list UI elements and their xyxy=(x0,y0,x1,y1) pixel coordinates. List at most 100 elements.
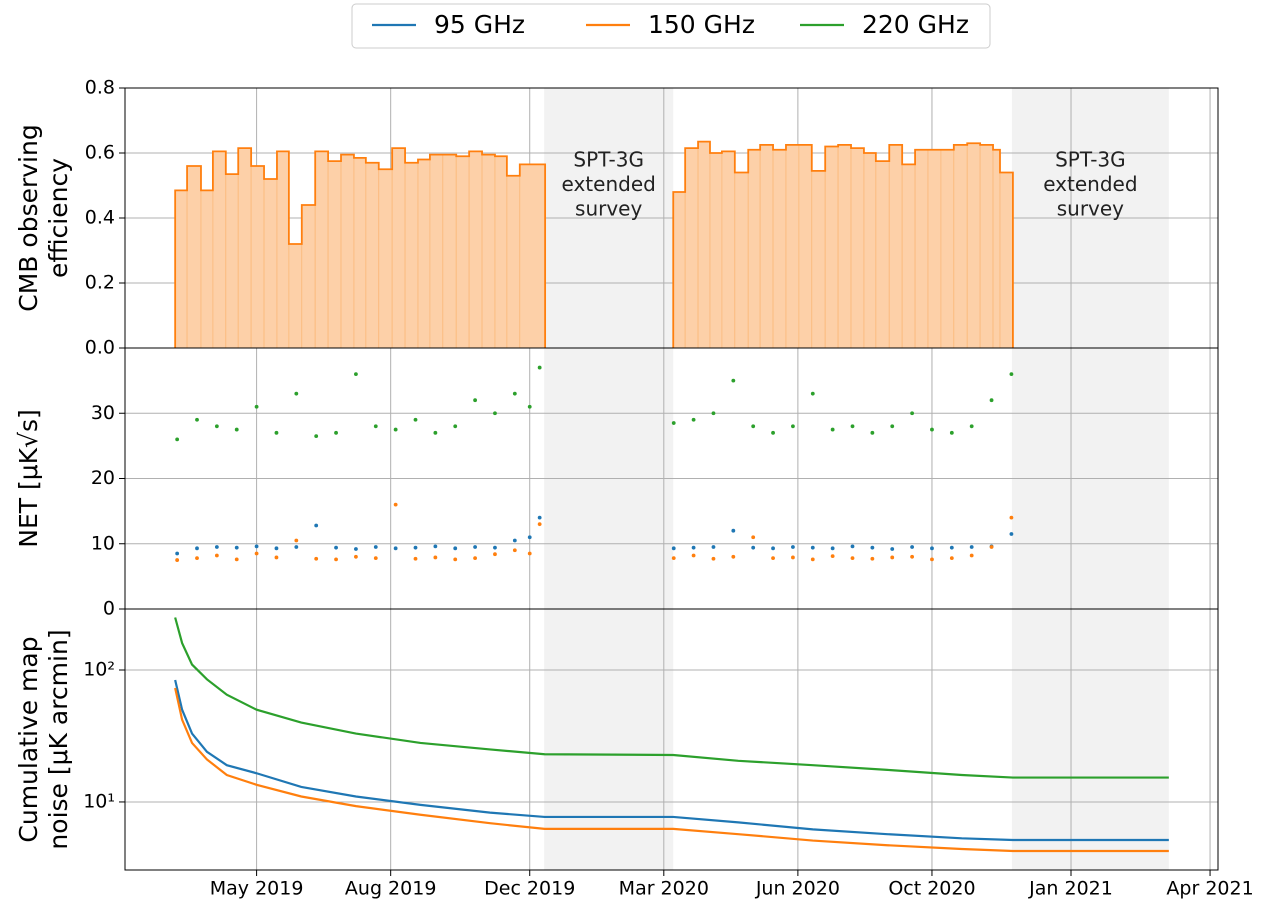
bar xyxy=(365,162,380,349)
bar xyxy=(747,149,761,349)
scatter-point xyxy=(195,417,199,422)
scatter-point xyxy=(731,554,736,559)
x-tick-label: Jun 2020 xyxy=(755,878,840,900)
x-tick-label: May 2019 xyxy=(210,878,304,900)
scatter-point xyxy=(175,551,180,556)
scatter-point xyxy=(930,546,934,551)
bar xyxy=(684,147,699,349)
scatter-point xyxy=(294,538,299,543)
scatter-point xyxy=(930,427,934,432)
scatter-point xyxy=(493,411,497,416)
scatter-point xyxy=(1009,515,1014,520)
scatter-point xyxy=(771,430,775,435)
scatter-point xyxy=(527,535,532,540)
scatter-point xyxy=(691,417,696,422)
scatter-point xyxy=(1009,372,1014,376)
scatter-point xyxy=(354,554,358,559)
scatter-point xyxy=(810,545,815,550)
scatter-point xyxy=(691,553,696,558)
bar xyxy=(798,144,813,349)
y-tick-label: 0.6 xyxy=(85,142,115,164)
x-tick-label: Oct 2020 xyxy=(888,878,975,900)
y-axis-label: Cumulative map xyxy=(14,636,43,842)
bar xyxy=(709,152,723,349)
bar xyxy=(888,144,903,349)
scatter-point xyxy=(671,556,676,561)
scatter-point xyxy=(493,545,497,550)
scatter-point xyxy=(453,557,458,562)
scatter-point xyxy=(274,430,279,435)
bar xyxy=(353,157,367,349)
scatter-point xyxy=(890,555,895,560)
bar xyxy=(276,150,290,349)
scatter-point xyxy=(234,427,239,432)
annotation: SPT-3G xyxy=(573,148,644,172)
x-tick-label: Jan 2021 xyxy=(1028,878,1113,900)
scatter-point xyxy=(433,555,438,560)
scatter-point xyxy=(493,552,497,557)
bar xyxy=(506,175,521,349)
bar xyxy=(734,172,749,349)
scatter-point xyxy=(810,557,815,562)
scatter-point xyxy=(930,557,934,562)
scatter-point xyxy=(473,556,477,561)
line xyxy=(174,679,1169,842)
scatter-point xyxy=(910,554,914,559)
y-tick-label: 10² xyxy=(83,659,115,681)
line xyxy=(174,617,1169,779)
scatter-point xyxy=(830,427,835,432)
bar xyxy=(697,141,711,349)
annotation: survey xyxy=(1057,197,1124,221)
scatter-point xyxy=(910,411,914,416)
y-axis-label: NET [μK√s] xyxy=(14,409,43,547)
y-tick-label: 0.4 xyxy=(85,207,115,229)
scatter-point xyxy=(234,557,239,562)
annotation: extended xyxy=(562,172,656,196)
scatter-point xyxy=(214,424,219,429)
scatter-point xyxy=(512,548,517,553)
bar xyxy=(174,189,188,349)
scatter-point xyxy=(537,365,542,370)
scatter-point xyxy=(850,544,855,549)
scatter-point xyxy=(751,535,756,540)
bar xyxy=(455,155,470,349)
x-tick-label: Mar 2020 xyxy=(619,878,709,900)
scatter-point xyxy=(373,424,378,429)
scatter-point xyxy=(671,546,676,551)
bar xyxy=(378,168,393,349)
bar xyxy=(875,160,890,349)
scatter-point xyxy=(473,398,477,403)
scatter-point xyxy=(691,545,696,550)
legend-label: 95 GHz xyxy=(434,10,525,39)
scatter-point xyxy=(949,556,954,561)
y-axis-label: CMB observing xyxy=(14,124,43,311)
scatter-point xyxy=(175,558,180,562)
scatter-point xyxy=(214,545,219,549)
bar xyxy=(999,172,1014,349)
scatter-point xyxy=(751,545,756,550)
scatter-point xyxy=(850,556,855,561)
scatter-point xyxy=(1009,532,1014,536)
scatter-point xyxy=(453,424,458,429)
scatter-point xyxy=(671,421,676,425)
scatter-point xyxy=(771,546,775,551)
bar xyxy=(992,149,1001,349)
axes-frame xyxy=(124,608,1219,871)
scatter-point xyxy=(527,551,532,556)
scatter-point xyxy=(870,430,875,435)
y-axis-label: efficiency xyxy=(44,158,73,278)
step-outline xyxy=(174,147,547,348)
bar xyxy=(200,189,214,349)
annotation: extended xyxy=(1043,172,1137,196)
scatter-point xyxy=(512,538,517,543)
bar xyxy=(468,150,483,349)
scatter-point xyxy=(334,557,338,562)
scatter-point xyxy=(234,545,239,550)
scatter-point xyxy=(537,515,542,520)
scatter-point xyxy=(254,551,259,556)
scatter-point xyxy=(354,547,358,551)
scatter-point xyxy=(373,556,378,561)
scatter-point xyxy=(711,545,716,549)
bar xyxy=(327,160,342,349)
scatter-point xyxy=(214,553,219,558)
